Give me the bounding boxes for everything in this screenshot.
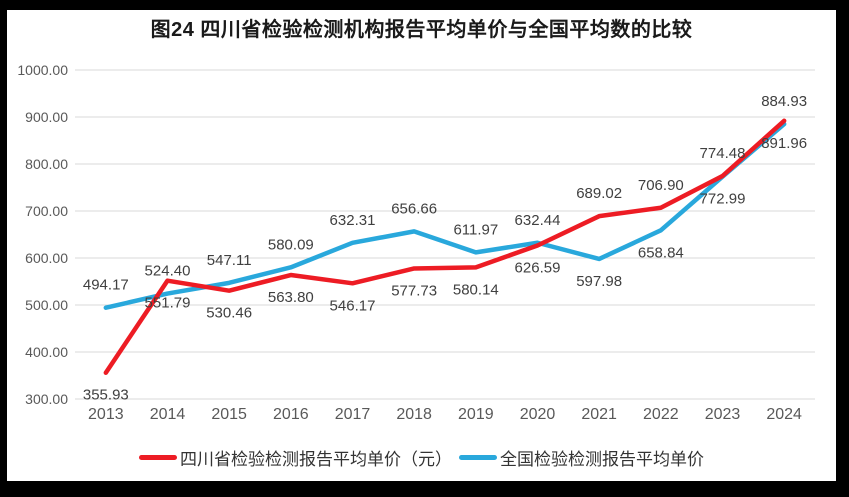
chart-canvas [7, 10, 836, 481]
y-axis-tick-label: 500.00 [25, 297, 68, 313]
data-label-national-2023: 772.99 [700, 191, 746, 208]
y-axis-tick-label: 400.00 [25, 344, 68, 360]
data-label-national-2016: 580.09 [268, 236, 314, 253]
data-label-national-2015: 547.11 [207, 252, 252, 269]
series-line-sichuan [103, 118, 787, 375]
data-label-national-2013: 494.17 [83, 277, 129, 294]
data-label-sichuan-2017: 546.17 [330, 297, 376, 314]
data-label-national-2020: 632.44 [515, 212, 561, 229]
x-axis-tick-label: 2021 [581, 406, 617, 423]
data-label-national-2014: 524.40 [145, 263, 191, 280]
data-label-national-2019: 611.97 [453, 221, 498, 238]
y-axis-tick-label: 1000.00 [17, 62, 68, 78]
data-label-national-2022: 658.84 [638, 244, 684, 261]
data-label-sichuan-2013: 355.93 [83, 387, 129, 404]
x-axis-tick-label: 2013 [88, 406, 124, 423]
x-axis-tick-label: 2024 [766, 406, 802, 423]
data-label-sichuan-2022: 706.90 [638, 177, 684, 194]
data-label-national-2018: 656.66 [391, 200, 437, 217]
data-label-national-2024: 884.93 [761, 93, 807, 110]
legend-item-sichuan: 四川省检验检测报告平均单价（元） [139, 445, 452, 470]
data-label-sichuan-2019: 580.14 [453, 281, 499, 298]
data-label-sichuan-2014: 551.79 [145, 295, 191, 312]
series-line-national [103, 121, 787, 310]
x-axis-tick-label: 2016 [273, 406, 309, 423]
y-axis-tick-label: 800.00 [25, 156, 68, 172]
legend-swatch-sichuan [139, 454, 177, 460]
chart-title: 图24 四川省检验检测机构报告平均单价与全国平均数的比较 [150, 19, 693, 41]
y-axis-tick-label: 600.00 [25, 250, 68, 266]
data-label-sichuan-2024: 891.96 [761, 135, 807, 152]
x-axis-tick-label: 2022 [643, 406, 679, 423]
x-axis-tick-label: 2023 [705, 406, 741, 423]
y-axis-tick-label: 900.00 [25, 109, 68, 125]
x-axis-tick-label: 2020 [520, 406, 556, 423]
legend-item-national: 全国检验检测报告平均单价 [459, 445, 704, 470]
data-label-national-2021: 597.98 [576, 273, 622, 290]
x-axis-tick-label: 2015 [211, 406, 247, 423]
x-axis-tick-label: 2019 [458, 406, 494, 423]
data-label-sichuan-2020: 626.59 [515, 260, 561, 277]
legend-swatch-national [459, 454, 497, 460]
chart-legend: 四川省检验检测报告平均单价（元） 全国检验检测报告平均单价 [7, 445, 836, 470]
y-axis-tick-label: 300.00 [25, 391, 68, 407]
x-axis-tick-label: 2017 [335, 406, 371, 423]
legend-label-sichuan: 四川省检验检测报告平均单价（元） [180, 449, 452, 469]
data-label-national-2017: 632.31 [330, 212, 376, 229]
data-label-sichuan-2015: 530.46 [206, 305, 252, 322]
x-axis-tick-label: 2014 [150, 406, 186, 423]
data-label-sichuan-2021: 689.02 [576, 185, 622, 202]
legend-label-national: 全国检验检测报告平均单价 [500, 449, 704, 469]
data-label-sichuan-2016: 563.80 [268, 289, 314, 306]
data-label-sichuan-2023: 774.48 [700, 145, 746, 162]
data-label-sichuan-2018: 577.73 [391, 282, 437, 299]
y-axis-tick-label: 700.00 [25, 203, 68, 219]
x-axis-tick-label: 2018 [396, 406, 432, 423]
